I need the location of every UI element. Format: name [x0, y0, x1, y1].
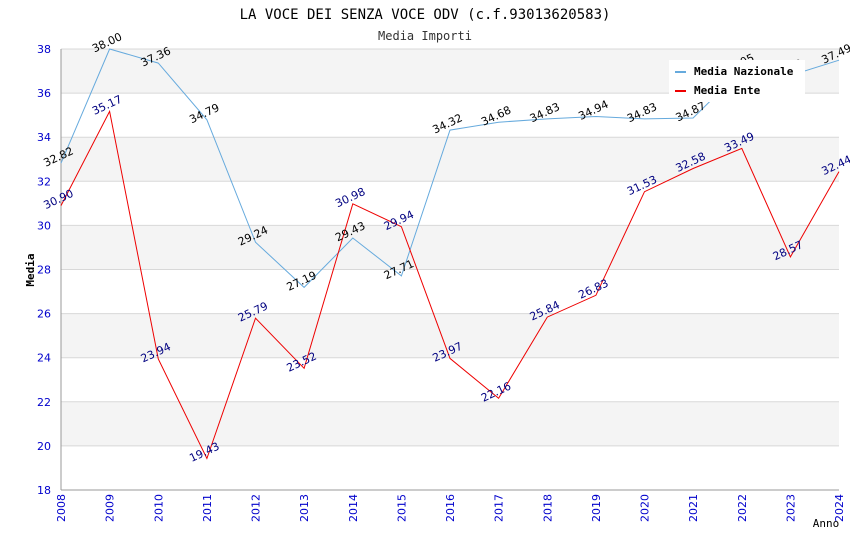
legend: Media Nazionale Media Ente	[669, 60, 805, 102]
y-axis-label: Media	[24, 253, 37, 286]
x-tick-label: 2019	[590, 494, 603, 522]
legend-label-media-ente: Media Ente	[694, 84, 761, 97]
x-tick-label: 2015	[395, 494, 408, 522]
grid-band	[61, 137, 839, 182]
grid-band	[61, 445, 839, 490]
x-tick-label: 2011	[201, 494, 214, 522]
x-tick-label: 2017	[493, 494, 506, 522]
grid-bands	[61, 49, 839, 490]
y-tick-label: 34	[37, 131, 51, 144]
x-tick-label: 2008	[55, 494, 68, 522]
grid-band	[61, 225, 839, 270]
x-tick-label: 2009	[104, 494, 117, 522]
x-tick-label: 2024	[833, 494, 846, 522]
x-tick-label: 2013	[298, 494, 311, 522]
grid-band	[61, 357, 839, 402]
y-tick-label: 26	[37, 308, 51, 321]
y-tick-labels: 18 20 22 24 26 28 30 32 34 36 38	[37, 43, 51, 497]
x-tick-labels: 2008 2009 2010 2011 2012 2013 2014 2015 2016 2017…	[55, 494, 846, 522]
x-tick-label: 2016	[444, 494, 457, 522]
x-tick-label: 2012	[250, 494, 263, 522]
axes	[60, 49, 839, 491]
chart-title: LA VOCE DEI SENZA VOCE ODV (c.f.93013620…	[240, 7, 611, 23]
x-tick-label: 2020	[639, 494, 652, 522]
x-tick-label: 2021	[687, 494, 700, 522]
y-tick-label: 22	[37, 396, 51, 409]
y-tick-label: 32	[37, 175, 51, 188]
x-tick-label: 2014	[347, 494, 360, 522]
x-tick-label: 2010	[152, 494, 165, 522]
legend-label-media-nazionale: Media Nazionale	[694, 65, 794, 78]
grid-band	[61, 401, 839, 446]
x-tick-label: 2022	[736, 494, 749, 522]
x-tick-label: 2023	[784, 494, 797, 522]
x-tick-label: 2018	[541, 494, 554, 522]
y-tick-label: 18	[37, 484, 51, 497]
y-tick-label: 28	[37, 264, 51, 277]
y-tick-label: 24	[37, 352, 51, 365]
legend-box	[669, 60, 805, 102]
y-tick-label: 30	[37, 219, 51, 232]
chart-subtitle: Media Importi	[378, 29, 472, 43]
x-axis-label: Anno	[813, 517, 840, 530]
y-tick-label: 38	[37, 43, 51, 56]
grid-band	[61, 181, 839, 226]
y-tick-label: 20	[37, 440, 51, 453]
grid-band	[61, 269, 839, 314]
grid-band	[61, 313, 839, 358]
series-line-media-ente	[60, 109, 840, 460]
y-tick-label: 36	[37, 87, 51, 100]
